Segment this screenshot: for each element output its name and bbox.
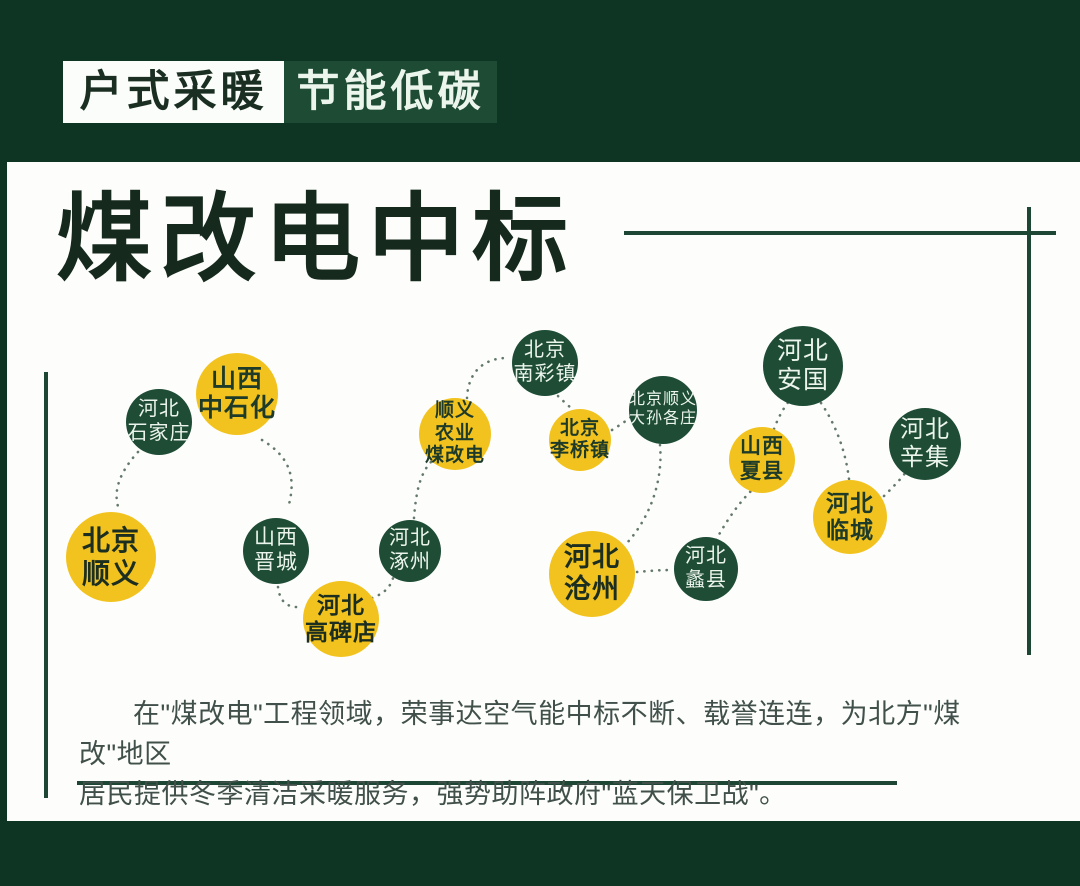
paragraph-line-2: 居民提供冬季清洁采暖服务，强势助阵政府"蓝天保卫战"。 xyxy=(79,779,787,809)
badge-household-heating: 户式采暖 xyxy=(63,61,284,123)
bubble-hebei-shijiazhuang: 河北 石家庄 xyxy=(126,389,192,455)
bubble-label-line: 北京 xyxy=(559,417,600,439)
bubble-label-line: 农业 xyxy=(434,422,475,444)
bubble-hebei-cangzhou: 河北 沧州 xyxy=(549,531,635,617)
bubble-hebei-xinji: 河北 辛集 xyxy=(889,408,961,480)
bubble-shunyi-nongye-meigaidian: 顺义 农业 煤改电 xyxy=(419,398,491,470)
left-rule-vertical xyxy=(44,372,48,798)
connector-beijing-shunyi-dasungezhuang-to-hebei-cangzhou xyxy=(625,443,662,545)
bubble-label-line: 临城 xyxy=(826,517,874,543)
bubble-label-line: 高碑店 xyxy=(305,619,377,645)
bubble-label-line: 石家庄 xyxy=(127,422,191,444)
bubble-hebei-anguo: 河北 安国 xyxy=(763,326,843,406)
bubble-hebei-lincheng: 河北 临城 xyxy=(813,480,887,554)
page-title: 煤改电中标 xyxy=(56,186,576,293)
bubble-hebei-zhuozhou: 河北 涿州 xyxy=(379,520,441,582)
badge-energy-saving-low-carbon: 节能低碳 xyxy=(284,61,497,123)
bubble-label-line: 煤改电 xyxy=(424,445,485,467)
bottom-rule-horizontal xyxy=(77,781,897,785)
bubble-label-line: 山西 xyxy=(254,526,298,550)
bubble-label-line: 河北 xyxy=(826,489,874,516)
bubble-label-line: 河北 xyxy=(389,527,431,550)
bubble-label-line: 李桥镇 xyxy=(549,440,610,461)
bubble-shanxi-zhongshihua: 山西 中石化 xyxy=(196,353,278,435)
bubble-label-line: 河北 xyxy=(776,336,829,365)
bubble-label-line: 中石化 xyxy=(197,394,276,422)
bubble-hebei-lixian: 河北 蠡县 xyxy=(674,537,738,601)
title-rule-vertical xyxy=(1027,207,1031,655)
title-rule-horizontal xyxy=(624,231,1056,235)
bubble-label-line: 顺义 xyxy=(81,558,140,589)
bubble-label-line: 河北 xyxy=(564,542,620,573)
paragraph-line-1: 在"煤改电"工程领域，荣事达空气能中标不断、载誉连连，为北方"煤改"地区 xyxy=(79,699,961,769)
bubble-label-line: 沧州 xyxy=(564,574,620,604)
connector-hebei-zhuozhou-to-shunyi-nongye-meigaidian xyxy=(412,458,435,520)
footer-band xyxy=(0,821,1080,886)
connector-shunyi-nongye-meigaidian-to-beijing-nancaizhen xyxy=(465,356,512,400)
bubble-label-line: 晋城 xyxy=(254,551,298,574)
bubble-label-line: 辛集 xyxy=(900,444,950,471)
bubble-label-line: 涿州 xyxy=(389,551,431,573)
bubble-label-line: 河北 xyxy=(685,545,727,568)
header-badges: 户式采暖 节能低碳 xyxy=(63,61,497,123)
connector-hebei-anguo-to-hebei-lincheng xyxy=(819,401,851,481)
bubble-shanxi-jincheng: 山西 晋城 xyxy=(243,518,309,584)
description-paragraph: 在"煤改电"工程领域，荣事达空气能中标不断、载誉连连，为北方"煤改"地区 居民提… xyxy=(79,694,994,814)
bubble-beijing-shunyi-dasungezhuang: 北京顺义 大孙各庄 xyxy=(629,376,697,444)
bubble-beijing-nancaizhen: 北京 南彩镇 xyxy=(512,330,578,396)
bubble-hebei-gaobeidian: 河北 高碑店 xyxy=(303,581,379,657)
bubble-label-line: 山西 xyxy=(210,364,263,393)
bubble-label-line: 北京顺义 xyxy=(629,391,698,409)
bubble-label-line: 山西 xyxy=(740,435,784,459)
bubble-shanxi-xiaxian: 山西 夏县 xyxy=(729,427,795,493)
bubble-beijing-liqiaozhen: 北京 李桥镇 xyxy=(549,409,611,471)
bubble-beijing-shunyi: 北京 顺义 xyxy=(66,512,156,602)
bubble-label-line: 南彩镇 xyxy=(513,363,577,385)
left-border-strip xyxy=(0,162,7,821)
bubble-label-line: 顺义 xyxy=(434,400,475,422)
bubble-label-line: 北京 xyxy=(81,524,140,556)
bubble-label-line: 北京 xyxy=(524,339,566,362)
bubble-label-line: 夏县 xyxy=(740,460,784,483)
connector-hebei-shijiazhuang-to-beijing-shunyi xyxy=(115,450,140,514)
bubble-label-line: 蠡县 xyxy=(685,569,727,591)
bubble-label-line: 大孙各庄 xyxy=(629,410,698,427)
bubble-label-line: 河北 xyxy=(900,415,950,443)
bubble-label-line: 河北 xyxy=(317,591,365,618)
bubble-label-line: 河北 xyxy=(138,398,180,421)
bubble-label-line: 安国 xyxy=(776,366,829,394)
